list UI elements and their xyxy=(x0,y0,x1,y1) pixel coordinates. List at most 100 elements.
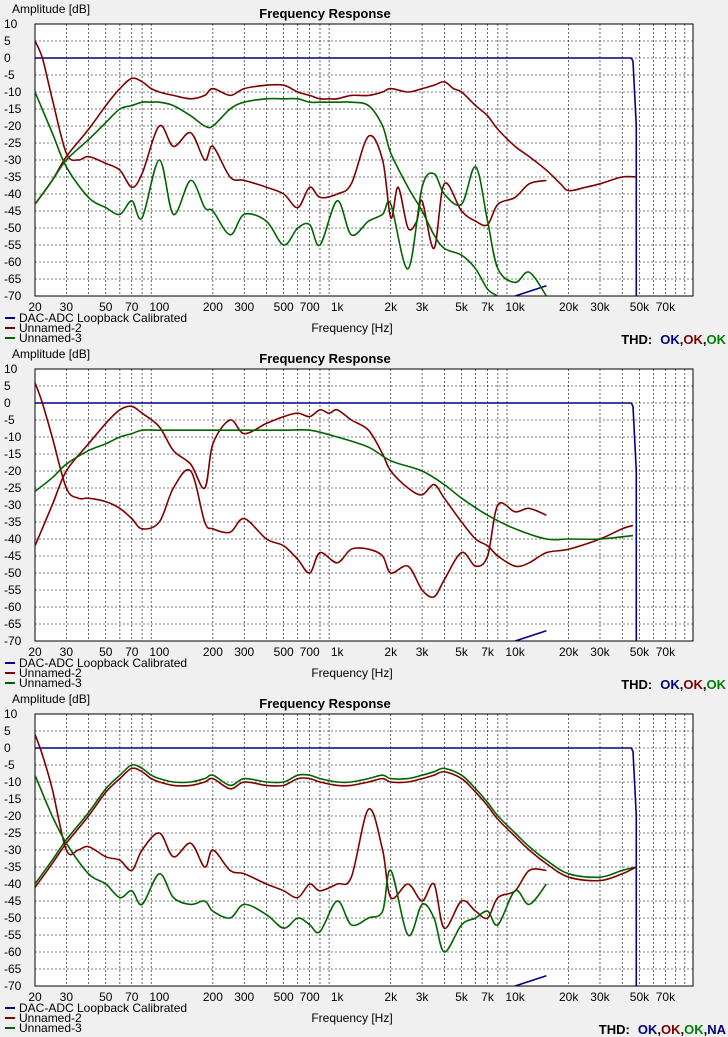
x-tick-label: 1k xyxy=(331,990,345,1004)
x-axis-label: Frequency [Hz] xyxy=(311,321,392,335)
y-tick-label: -55 xyxy=(4,928,22,942)
series-line xyxy=(35,40,547,250)
x-tick-label: 500 xyxy=(274,300,294,314)
y-tick-label: 0 xyxy=(4,741,11,755)
x-tick-label: 3k xyxy=(416,300,430,314)
thd-label: THD: xyxy=(598,1022,630,1037)
y-tick-label: -10 xyxy=(4,85,22,99)
plot-frame xyxy=(34,368,694,642)
x-tick-label: 70 xyxy=(125,300,139,314)
x-tick-label: 7k xyxy=(481,300,495,314)
y-axis-label: Amplitude [dB] xyxy=(12,347,90,361)
legend: DAC-ADC Loopback CalibratedUnnamed-2Unna… xyxy=(5,311,187,345)
series-line xyxy=(514,975,547,986)
legend-label: DAC-ADC Loopback Calibrated xyxy=(19,656,187,670)
y-tick-label: 0 xyxy=(4,396,11,410)
y-tick-label: -55 xyxy=(4,238,22,252)
thd-status: THD: OK,OK,OK,NA xyxy=(599,1022,726,1037)
y-tick-label: -45 xyxy=(4,204,22,218)
x-axis-label: Frequency [Hz] xyxy=(311,666,392,680)
series-line xyxy=(35,428,634,541)
grid xyxy=(34,713,694,987)
thd-separator: , xyxy=(702,677,707,692)
y-tick-label: -20 xyxy=(4,809,22,823)
x-tick-label: 2k xyxy=(384,645,398,659)
chart-svg: 1050-5-10-15-20-25-30-35-40-45-50-55-60-… xyxy=(4,347,694,690)
y-tick-label: -65 xyxy=(4,617,22,631)
y-tick-label: -35 xyxy=(4,170,22,184)
series-group xyxy=(35,40,638,296)
y-tick-label: 10 xyxy=(4,17,18,31)
series-line xyxy=(35,763,637,885)
series-line xyxy=(35,57,638,296)
y-tick-label: -50 xyxy=(4,221,22,235)
x-tick-label: 300 xyxy=(234,645,254,659)
x-tick-label: 50k xyxy=(630,300,650,314)
y-tick-label: -15 xyxy=(4,792,22,806)
thd-value: OK xyxy=(660,332,680,347)
chart-title: Frequency Response xyxy=(259,6,391,21)
x-tick-label: 10k xyxy=(505,300,525,314)
y-axis-label: Amplitude [dB] xyxy=(12,692,90,706)
y-tick-label: -65 xyxy=(4,272,22,286)
legend-label: DAC-ADC Loopback Calibrated xyxy=(19,311,187,325)
x-tick-label: 30k xyxy=(590,645,610,659)
x-tick-label: 30 xyxy=(60,300,74,314)
x-tick-label: 50k xyxy=(630,990,650,1004)
y-tick-label: -35 xyxy=(4,515,22,529)
y-tick-label: -20 xyxy=(4,464,22,478)
y-tick-label: -70 xyxy=(4,634,22,648)
y-tick-label: -60 xyxy=(4,945,22,959)
x-tick-label: 500 xyxy=(274,990,294,1004)
chart-svg: 1050-5-10-15-20-25-30-35-40-45-50-55-60-… xyxy=(4,2,694,345)
x-tick-label: 20 xyxy=(28,990,42,1004)
x-tick-label: 70 xyxy=(125,990,139,1004)
x-tick-label: 700 xyxy=(300,300,320,314)
chart-panel-2: 10 5 0 -5 -10 -15 -20 -25 -30 -35 -40 -45 -50 -55 -60-… xyxy=(0,345,728,692)
x-tick-label: 10k xyxy=(505,645,525,659)
x-tick-label: 700 xyxy=(300,990,320,1004)
x-tick-label: 7k xyxy=(481,645,495,659)
y-tick-label: -40 xyxy=(4,532,22,546)
y-tick-label: -25 xyxy=(4,481,22,495)
series-group xyxy=(35,734,638,986)
x-tick-label: 70k xyxy=(656,990,676,1004)
thd-value: NA xyxy=(707,1022,726,1037)
y-tick-label: -5 xyxy=(4,413,15,427)
x-tick-label: 200 xyxy=(203,300,223,314)
legend-label: Unnamed-3 xyxy=(19,1021,82,1035)
series-line xyxy=(35,97,499,296)
thd-separator: , xyxy=(679,677,684,692)
chart-panel-1: 10 5 0 -5 -10 -15 -20 -25 -30 -35 -40 -45 -50 -55 -60-… xyxy=(0,0,728,347)
chart-panel-3: 10 5 0 -5 -10 -15 -20 -25 -30 -35 -40 -45 -50 -55 -60-… xyxy=(0,690,728,1037)
thd-value: OK xyxy=(706,677,727,692)
y-tick-label: -60 xyxy=(4,255,22,269)
chart-title: Frequency Response xyxy=(259,696,391,711)
y-tick-label: -5 xyxy=(4,758,15,772)
series-group xyxy=(35,382,638,641)
legend: DAC-ADC Loopback CalibratedUnnamed-2Unna… xyxy=(5,656,187,690)
y-tick-label: -15 xyxy=(4,447,22,461)
thd-status: THD: OK,OK,OK xyxy=(621,332,726,347)
y-tick-label: -5 xyxy=(4,68,15,82)
thd-separator: , xyxy=(657,1022,661,1037)
x-tick-label: 500 xyxy=(274,645,294,659)
series-line xyxy=(35,382,547,599)
series-line xyxy=(35,402,638,641)
y-tick-label: -25 xyxy=(4,136,22,150)
x-tick-label: 70k xyxy=(656,300,676,314)
y-tick-label: -45 xyxy=(4,894,22,908)
y-tick-label: -30 xyxy=(4,498,22,512)
y-tick-label: -70 xyxy=(4,289,22,303)
x-tick-label: 100 xyxy=(149,645,169,659)
plot-frame xyxy=(34,23,694,297)
legend-label: Unnamed-2 xyxy=(19,666,82,680)
series-line xyxy=(35,77,637,205)
thd-value: OK xyxy=(660,677,680,692)
y-tick-label: 0 xyxy=(4,51,11,65)
thd-label: THD: xyxy=(621,332,653,347)
series-line xyxy=(35,767,637,888)
y-tick-label: -15 xyxy=(4,102,22,116)
x-tick-label: 7k xyxy=(481,990,495,1004)
x-tick-label: 50k xyxy=(630,645,650,659)
